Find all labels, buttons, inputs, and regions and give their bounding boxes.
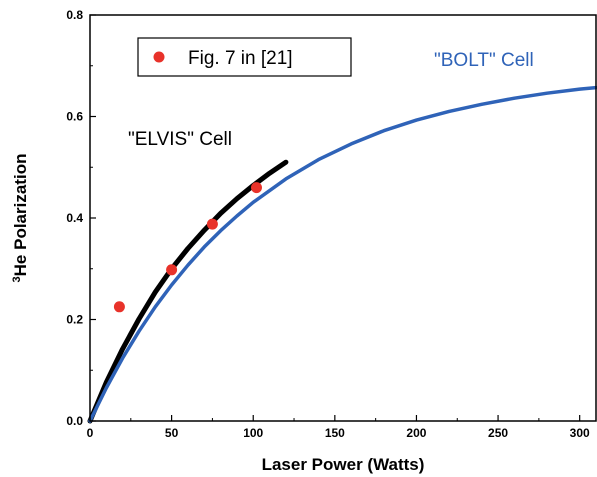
y-axis-title-superscript: 3 [11,276,23,282]
x-tick-label: 0 [87,426,94,440]
y-axis-title-main: He Polarization [11,154,30,277]
axis-ticks: 0 50 100 150 200 250 300 0.0 0.2 0.4 0.6 0.8 [66,8,590,440]
data-point [113,301,125,313]
y-tick-label: 0.8 [66,8,83,22]
data-point [206,218,218,230]
series-line-bolt [88,85,597,423]
x-tick-label: 200 [406,426,426,440]
y-tick-label: 0.4 [66,211,83,225]
x-axis-title: Laser Power (Watts) [262,455,425,474]
legend-marker [153,51,165,63]
x-tick-label: 50 [165,426,179,440]
legend-label: Fig. 7 in [21] [188,48,293,69]
y-axis-title: 3He Polarization [11,154,30,283]
bolt-cell-label: "BOLT" Cell [434,50,534,71]
data-point [166,264,178,276]
data-point [251,182,262,194]
elvis-cell-label: "ELVIS" Cell [128,129,232,150]
x-tick-label: 150 [325,426,345,440]
y-tick-label: 0.6 [66,110,83,124]
x-tick-label: 100 [243,426,263,440]
x-tick-label: 250 [488,426,508,440]
x-tick-label: 300 [570,426,590,440]
y-tick-label: 0.0 [66,414,83,428]
plot-area [87,85,597,424]
legend-box [137,37,352,77]
y-tick-label: 0.2 [66,313,83,327]
legend: Fig. 7 in [21] [137,37,352,77]
